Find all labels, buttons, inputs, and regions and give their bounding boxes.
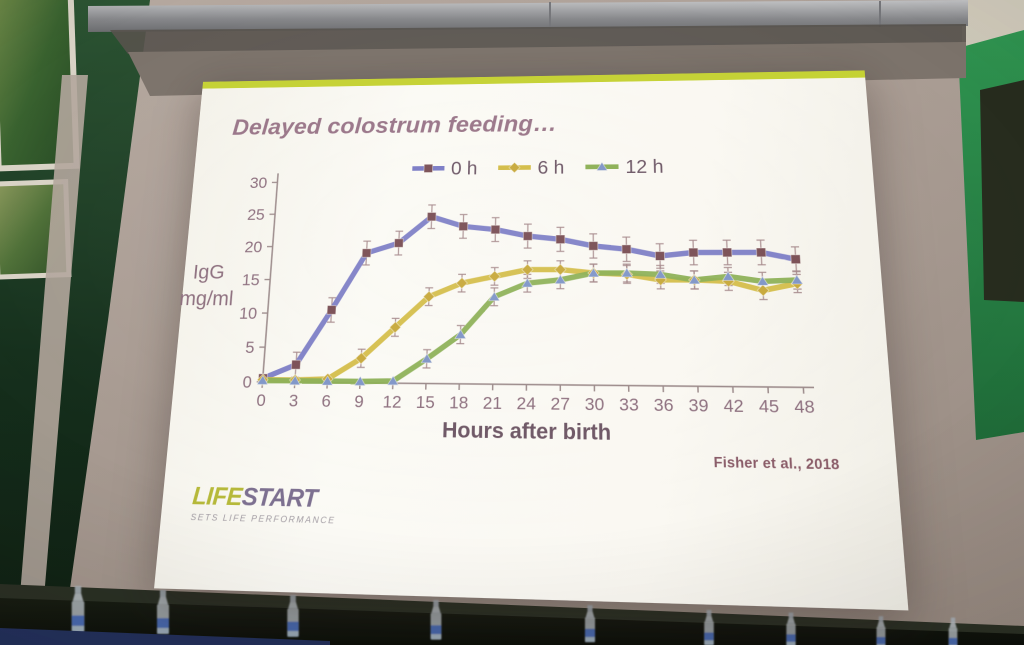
data-point-marker: [723, 276, 735, 287]
screen-left-edge: [16, 75, 88, 645]
y-tick-label: 20: [244, 239, 263, 257]
y-tick-label: 5: [245, 338, 256, 357]
dark-panel: [980, 80, 1024, 302]
data-point-marker: [455, 330, 466, 339]
data-point-marker: [424, 164, 433, 172]
x-tick-label: 15: [416, 393, 436, 413]
data-point-marker: [522, 264, 533, 275]
data-point-marker: [322, 376, 333, 385]
water-bottle: [704, 610, 714, 645]
data-point-marker: [257, 375, 268, 384]
citation: Fisher et al., 2018: [713, 454, 841, 473]
y-tick-label: 25: [247, 206, 266, 223]
x-tick-label: 12: [382, 392, 402, 412]
y-tick-label: 15: [241, 271, 260, 289]
data-point-marker: [390, 322, 401, 333]
x-tick-label: 27: [551, 394, 570, 414]
data-point-marker: [757, 285, 769, 296]
slide-title: Delayed colostrum feeding…: [231, 111, 558, 141]
x-axis-title: Hours after birth: [442, 419, 612, 446]
garden-photo: [0, 0, 74, 166]
data-point-marker: [362, 249, 371, 258]
water-bottle: [157, 590, 169, 634]
data-point-marker: [356, 353, 367, 364]
table-edge: [0, 628, 330, 645]
data-point-marker: [394, 239, 403, 248]
data-point-marker: [489, 271, 500, 282]
data-point-marker: [523, 232, 532, 241]
y-tick-label: 10: [238, 305, 257, 323]
data-point-marker: [509, 162, 520, 172]
water-bottle: [287, 595, 299, 637]
x-tick-label: 48: [794, 397, 815, 417]
data-point-marker: [427, 212, 436, 220]
bottom-dark-band: [0, 598, 1024, 645]
water-bottle: [948, 617, 958, 645]
lifestart-logo: LIFESTART SETS LIFE PERFORMANCE: [190, 482, 337, 526]
water-bottle-row: [71, 586, 958, 645]
legend-label: 0 h: [451, 159, 478, 179]
logo-life: LIFE: [191, 482, 244, 512]
x-tick-label: 18: [449, 393, 469, 413]
data-point-marker: [556, 235, 565, 244]
x-tick-label: 21: [483, 394, 503, 414]
logo-tagline: SETS LIFE PERFORMANCE: [190, 511, 336, 526]
data-point-marker: [756, 248, 766, 257]
projector-casing: [88, 0, 968, 32]
x-tick-label: 30: [585, 395, 605, 415]
data-point-marker: [489, 292, 500, 301]
data-point-marker: [555, 264, 566, 275]
x-tick-label: 42: [723, 396, 744, 416]
water-bottle: [430, 600, 442, 640]
data-point-marker: [589, 242, 598, 251]
x-tick-label: 9: [354, 392, 364, 411]
x-tick-label: 39: [688, 396, 709, 416]
logo-wordmark: LIFESTART: [191, 482, 337, 514]
data-point-marker: [289, 376, 300, 385]
data-point-marker: [791, 255, 801, 264]
series-line-0h: [263, 215, 803, 384]
data-point-marker: [423, 291, 434, 302]
y-axis: [263, 173, 279, 381]
y-tick-label: 30: [249, 175, 268, 192]
y-tick-label: 0: [242, 373, 253, 392]
x-tick-label: 3: [288, 391, 299, 410]
x-tick-label: 33: [619, 395, 639, 415]
data-point-marker: [555, 275, 566, 284]
legend-label: 6 h: [537, 158, 564, 179]
x-tick-label: 0: [256, 391, 267, 410]
data-point-marker: [622, 245, 631, 254]
data-point-marker: [689, 248, 698, 257]
logo-start: START: [240, 483, 319, 514]
water-bottle: [71, 586, 85, 633]
data-point-marker: [291, 360, 300, 369]
data-point-marker: [491, 225, 500, 234]
data-point-marker: [655, 252, 664, 261]
data-point-marker: [522, 278, 533, 287]
x-tick-label: 36: [654, 395, 674, 415]
water-bottle: [786, 612, 796, 645]
data-point-marker: [327, 306, 336, 315]
x-tick-label: 6: [321, 392, 331, 411]
legend-label: 12 h: [625, 157, 664, 178]
data-point-marker: [653, 268, 666, 279]
data-point-marker: [588, 268, 599, 277]
data-point-marker: [721, 247, 732, 257]
x-tick-label: 24: [516, 394, 535, 414]
water-bottle: [584, 605, 596, 643]
data-point-marker: [459, 222, 468, 230]
x-tick-label: 45: [758, 397, 779, 417]
